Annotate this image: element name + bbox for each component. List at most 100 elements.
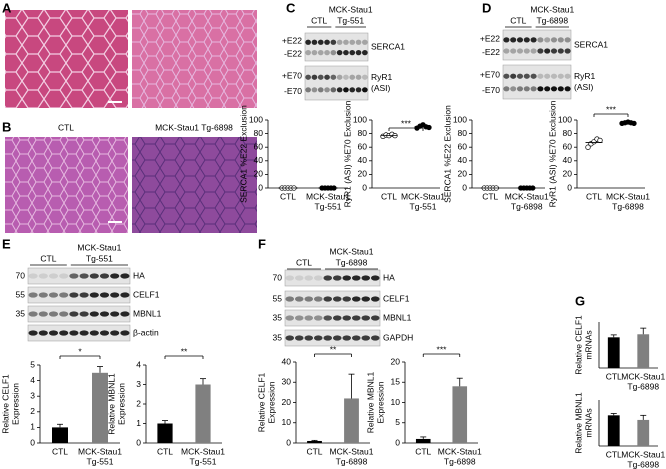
band <box>79 311 89 317</box>
band <box>564 48 571 54</box>
band <box>323 335 333 341</box>
x-tick-label: Tg-551 <box>410 201 437 211</box>
y-tick-label: 60 <box>254 141 264 151</box>
bar <box>157 423 173 443</box>
band <box>120 273 130 279</box>
band <box>342 335 352 341</box>
row-label: (ASI) <box>574 82 594 92</box>
y-tick-label: 60 <box>563 141 573 151</box>
band <box>28 330 38 336</box>
y-axis-label: Expression <box>266 381 276 423</box>
bar <box>637 419 650 446</box>
x-tick-label: Tg-6898 <box>627 459 659 469</box>
significance: * <box>78 346 82 356</box>
group-label: MCK-Stau1 <box>530 4 574 14</box>
band <box>285 315 295 321</box>
histology-label: CTL <box>58 122 74 132</box>
band <box>349 50 356 56</box>
band <box>336 50 343 56</box>
blot <box>284 329 381 347</box>
band <box>38 292 48 298</box>
band <box>503 48 510 54</box>
significance: ** <box>330 344 337 354</box>
band <box>516 86 524 92</box>
band <box>349 87 356 93</box>
panel-letter: A <box>2 0 12 15</box>
band <box>99 273 110 279</box>
row-label: +E22 <box>480 33 500 43</box>
x-tick-label: MCK-Stau1 <box>606 191 650 201</box>
y-tick-label: 20 <box>358 169 368 179</box>
band <box>523 73 530 79</box>
x-tick-label: Tg-6898 <box>336 456 368 466</box>
group-label: CTL <box>40 253 56 263</box>
y-tick-label: 40 <box>458 155 468 165</box>
band <box>313 275 323 281</box>
band <box>69 292 79 298</box>
band <box>38 330 48 336</box>
y-tick-label: 20 <box>563 169 573 179</box>
band <box>342 315 352 321</box>
band <box>523 86 530 92</box>
bar <box>307 440 322 443</box>
band <box>361 335 371 341</box>
x-tick-label: CTL <box>586 191 602 201</box>
y-tick-label: 100 <box>453 114 467 124</box>
y-tick-label: 0 <box>362 182 367 192</box>
band <box>28 292 38 298</box>
y-tick-label: 40 <box>563 155 573 165</box>
blot <box>27 267 131 285</box>
band <box>564 86 571 92</box>
row-label: 55 <box>273 293 283 303</box>
y-axis-label: Relative CELF1 <box>0 374 10 434</box>
band <box>550 48 558 54</box>
blot <box>284 290 381 308</box>
x-tick-label: CTL <box>306 446 322 456</box>
band <box>324 87 330 93</box>
x-tick-label: MCK-Stau1 <box>306 191 350 201</box>
band <box>317 87 324 93</box>
y-tick-label: 3 <box>136 379 141 389</box>
y-axis-label: mRNAs <box>583 330 593 359</box>
y-tick-label: 30 <box>282 377 292 387</box>
row-label: SERCA1 <box>574 39 608 49</box>
band <box>537 48 544 54</box>
band <box>355 74 362 80</box>
band <box>38 311 48 317</box>
y-tick-label: 0 <box>567 182 572 192</box>
significance: *** <box>606 104 617 114</box>
band <box>349 39 356 45</box>
band <box>311 74 318 80</box>
band <box>362 87 368 93</box>
x-tick-label: Tg-6898 <box>627 381 659 391</box>
band <box>110 273 120 279</box>
row-label: +E70 <box>480 69 500 79</box>
y-tick-label: 10 <box>391 397 401 407</box>
panel-letter: G <box>575 293 585 308</box>
y-axis-label: SERCA1 %E22 Exclusion <box>442 105 452 203</box>
band <box>370 335 380 341</box>
x-tick-label: MCK-Stau1 <box>621 371 665 381</box>
row-label: MBNL1 <box>133 308 162 318</box>
band <box>79 330 89 336</box>
y-axis-label: Relative MBNL1 <box>106 373 116 435</box>
band <box>330 74 337 80</box>
histology-label: MCK-Stau1 Tg-6898 <box>155 122 233 132</box>
band <box>361 296 371 302</box>
y-axis-label: Expression <box>375 381 385 423</box>
band <box>361 275 371 281</box>
band <box>537 37 544 43</box>
band <box>294 315 304 321</box>
y-tick-label: 5 <box>395 417 400 427</box>
row-label: HA <box>133 270 145 280</box>
x-tick-label: MCK-Stau1 <box>330 446 374 456</box>
band <box>362 50 368 56</box>
band <box>343 87 349 93</box>
band <box>343 50 349 56</box>
group-label: Tg-6898 <box>336 257 368 267</box>
blot <box>27 324 131 342</box>
group-label: CTL <box>296 257 312 267</box>
significance: *** <box>401 118 412 128</box>
band <box>304 275 314 281</box>
band <box>370 296 380 302</box>
